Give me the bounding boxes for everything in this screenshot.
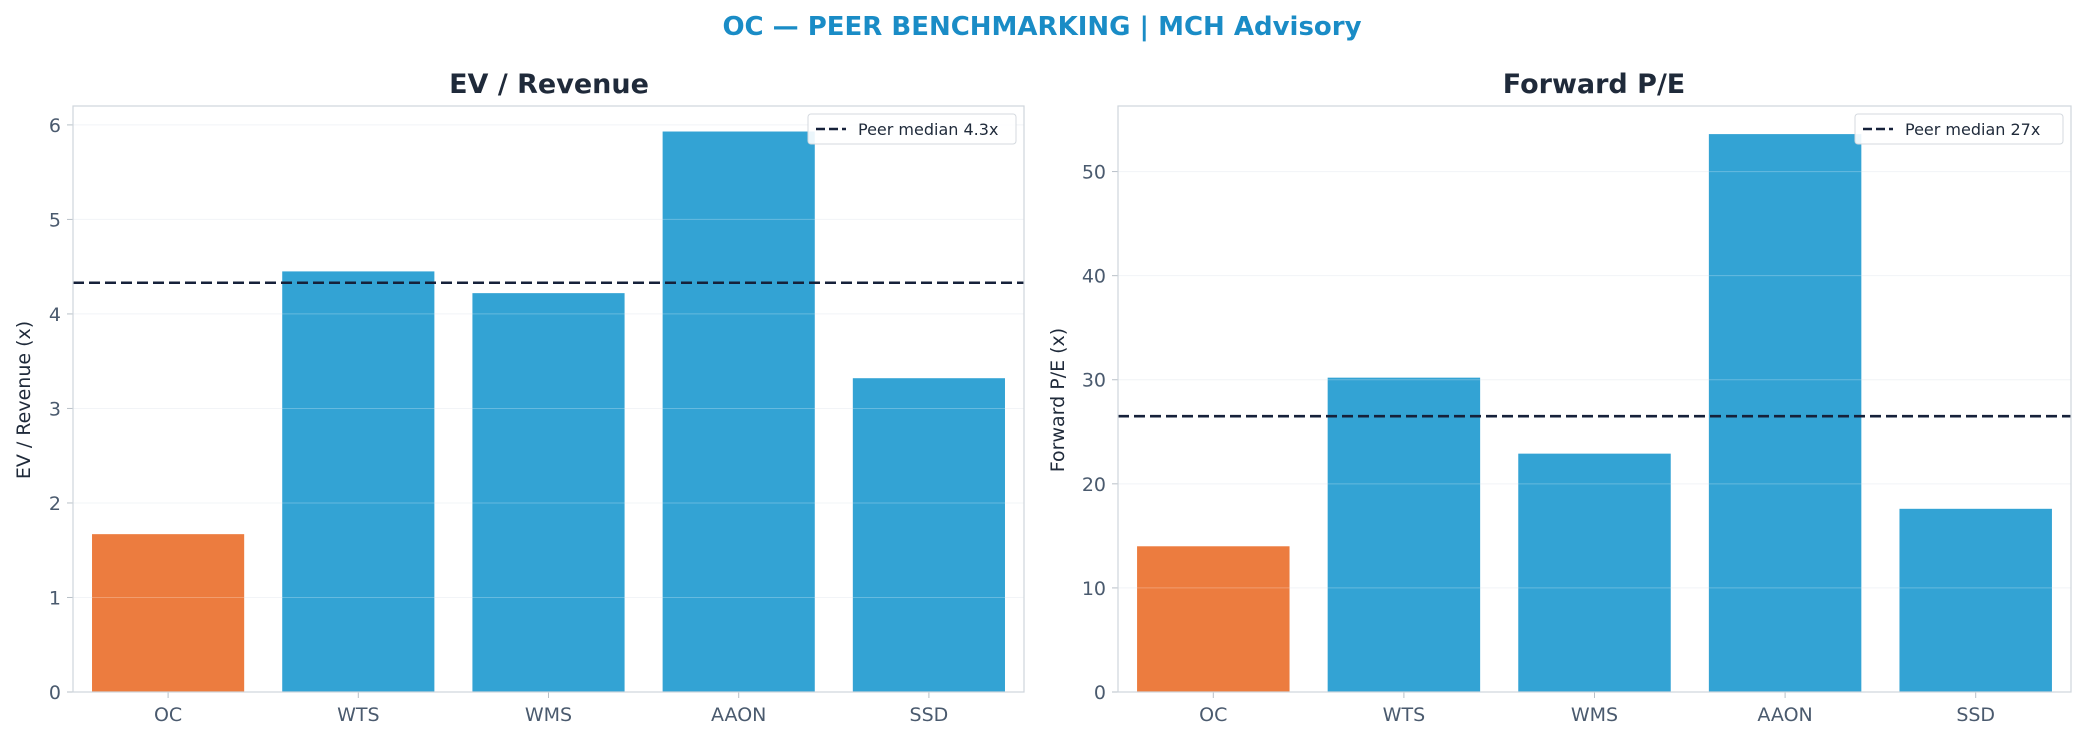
legend-label: Peer median 4.3x [858,120,998,139]
x-tick-label: WMS [525,704,572,726]
y-axis-label: EV / Revenue (x) [13,321,35,479]
y-tick-label: 0 [49,682,61,704]
x-tick-label: OC [154,704,182,726]
legend: Peer median 4.3x [807,113,1017,145]
chart-title: EV / Revenue [449,69,649,100]
legend-box [1854,113,2064,145]
plot-frame [72,105,1025,693]
x-tick-label: AAON [711,704,766,726]
bar-oc [1137,546,1290,692]
y-tick-label: 5 [49,209,61,231]
y-axis-label: Forward P/E (x) [1047,328,1069,472]
bar-aaon [1708,134,1862,692]
bar-oc [92,534,245,692]
y-tick-label: 40 [1082,266,1106,288]
plot-area: 0 10 20 30 40 50 OC WTS WMS AAON SSD Peer median 27… [1082,105,2072,726]
y-tick-label: 20 [1082,474,1106,496]
y-tick-label: 0 [1094,682,1106,704]
x-tick-label: WTS [1383,704,1425,726]
y-tick-label: 50 [1082,162,1106,184]
bar-wms [1518,453,1671,692]
y-tick-label: 3 [49,398,61,420]
bar-ssd [852,378,1005,692]
y-tick-label: 10 [1082,578,1106,600]
legend: Peer median 27x [1854,113,2064,145]
x-tick-label: SSD [1956,704,1995,726]
x-tick-label: OC [1199,704,1227,726]
chart-ev-revenue: EV / Revenue EV / Revenue (x) 0 1 2 3 4 5 6 OC W… [13,69,1025,726]
y-tick-label: 2 [49,493,61,515]
bar-aaon [662,131,815,692]
bar-ssd [1899,508,2052,692]
x-tick-label: WMS [1571,704,1618,726]
legend-label: Peer median 27x [1905,120,2040,139]
plot-frame [1117,105,2072,693]
y-tick-label: 1 [49,587,61,609]
x-tick-label: WTS [337,704,379,726]
x-tick-label: SSD [910,704,949,726]
y-tick-label: 4 [49,304,61,326]
bar-wts [1327,377,1481,692]
y-tick-label: 6 [49,115,61,137]
plot-area: 0 1 2 3 4 5 6 OC WTS WMS AAON SSD Peer median 4.3x [49,105,1025,726]
x-tick-label: AAON [1757,704,1812,726]
bar-wts [282,271,435,692]
legend-box [807,113,1017,145]
suptitle: OC — PEER BENCHMARKING | MCH Advisory [722,12,1361,42]
chart-title: Forward P/E [1503,69,1686,100]
chart-forward-pe: Forward P/E Forward P/E (x) 0 10 20 30 40 50 O… [1047,69,2072,726]
y-tick-label: 30 [1082,370,1106,392]
bar-wms [472,293,625,692]
